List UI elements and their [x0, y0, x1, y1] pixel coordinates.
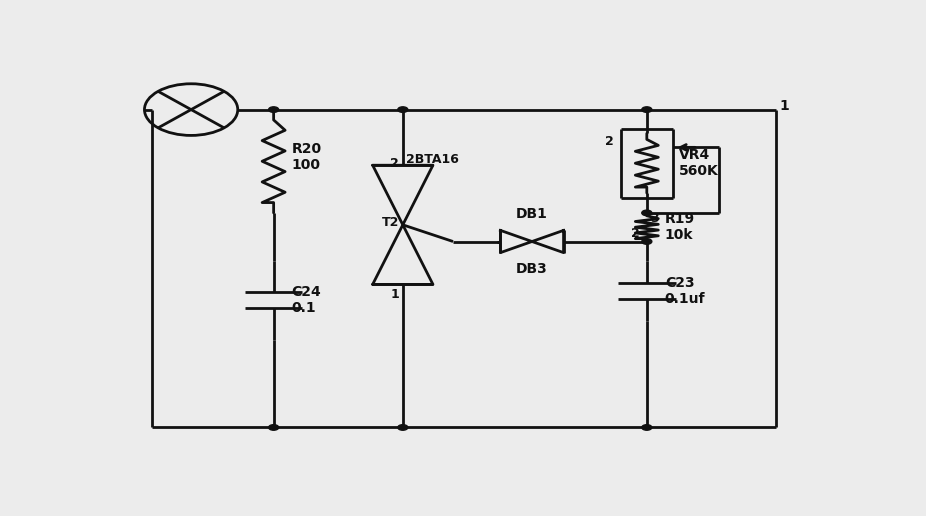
Circle shape: [642, 210, 652, 216]
Circle shape: [398, 425, 407, 430]
Circle shape: [269, 425, 279, 430]
Text: 2: 2: [631, 227, 640, 240]
Circle shape: [642, 239, 652, 244]
Circle shape: [642, 425, 652, 430]
Text: C24
0.1: C24 0.1: [292, 285, 321, 315]
Text: C23
0.1uf: C23 0.1uf: [665, 276, 706, 307]
Text: 1: 1: [391, 288, 399, 301]
Text: R19
10k: R19 10k: [665, 212, 694, 243]
Text: R20
100: R20 100: [292, 142, 321, 172]
Text: DB1: DB1: [516, 207, 548, 221]
Text: 1: 1: [780, 99, 789, 112]
Text: 2BTA16: 2BTA16: [407, 153, 459, 166]
Text: 2: 2: [391, 157, 399, 170]
Text: VR4
560K: VR4 560K: [679, 148, 719, 179]
Circle shape: [269, 107, 279, 112]
Circle shape: [398, 107, 407, 112]
Text: 2: 2: [605, 135, 614, 148]
Text: 3: 3: [650, 213, 659, 225]
Circle shape: [642, 107, 652, 112]
Text: DB3: DB3: [516, 262, 548, 277]
Text: T2: T2: [382, 216, 399, 229]
